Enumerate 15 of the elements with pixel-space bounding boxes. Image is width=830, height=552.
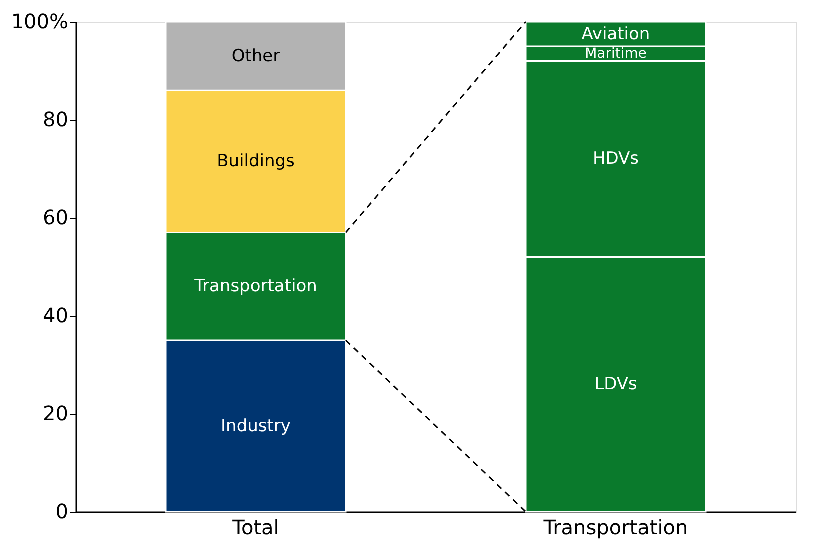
series-label: LDVs	[594, 374, 638, 395]
y-tick-label: 40	[43, 304, 68, 328]
series-label: Aviation	[582, 24, 650, 44]
y-tick-label: 20	[43, 402, 68, 426]
series-label: Maritime	[585, 46, 647, 62]
series-label: HDVs	[592, 149, 640, 170]
y-tick-label: 100%	[11, 10, 68, 34]
series-label: Other	[232, 46, 280, 66]
series-label: Transportation	[194, 276, 318, 297]
series-label: Industry	[221, 416, 291, 436]
y-tick-label: 60	[43, 206, 68, 230]
y-tick-label: 80	[43, 108, 68, 132]
y-tick-label: 0	[56, 500, 68, 524]
x-tick-label: Total	[232, 516, 280, 540]
series-label: Buildings	[217, 152, 296, 172]
